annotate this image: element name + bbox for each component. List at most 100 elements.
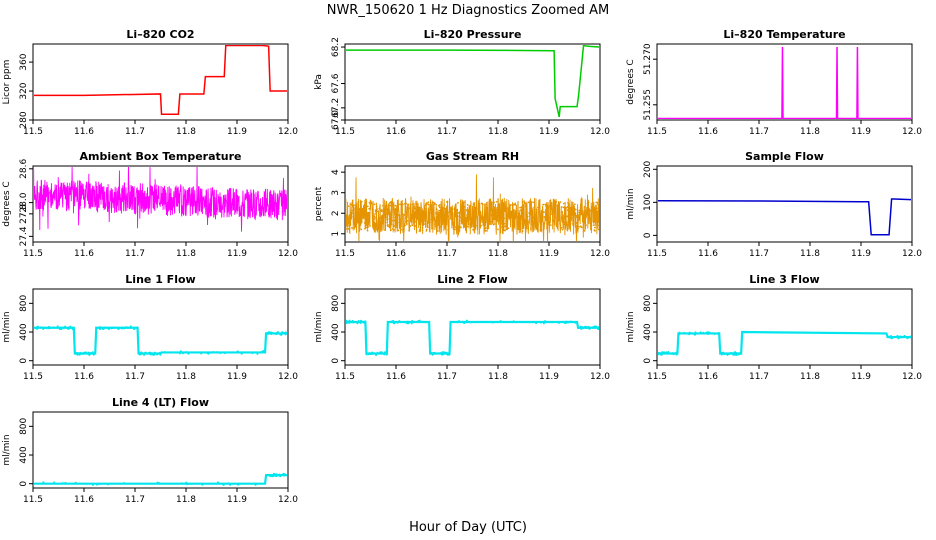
series-point: [466, 225, 469, 228]
series-point: [347, 205, 350, 208]
series-point: [427, 201, 430, 204]
series-line: [658, 47, 911, 119]
series-point: [420, 216, 423, 219]
series-point: [391, 227, 394, 230]
panel-title: Li–820 CO2: [126, 28, 194, 41]
series-point: [537, 206, 539, 209]
x-tick-label: 11.5: [23, 372, 43, 382]
x-tick-label: 11.9: [539, 372, 559, 382]
x-tick-label: 11.5: [647, 372, 667, 382]
x-tick-label: 12.0: [902, 249, 922, 259]
series-point: [366, 205, 369, 208]
series-point: [454, 226, 457, 229]
x-tick-label: 11.6: [698, 127, 718, 137]
y-tick-label: 51.270: [643, 43, 653, 75]
series-point: [393, 229, 396, 231]
series-point: [359, 212, 361, 215]
x-tick-label: 11.7: [437, 372, 457, 382]
series-point: [387, 206, 390, 208]
series-point: [390, 229, 392, 231]
y-tick-label: 400: [331, 323, 341, 340]
series-point: [357, 201, 360, 203]
x-tick-label: 12.0: [902, 127, 922, 137]
panel-3: Li–820 Temperature 11.5 11.6 11.7 11.8 11.9 12…: [626, 28, 922, 137]
y-axis-label: ml/min: [626, 188, 636, 219]
series-point: [418, 230, 421, 232]
series-point: [394, 216, 396, 219]
series-point: [579, 225, 582, 228]
panel-1: Li–820 CO2 11.5 11.6 11.7 11.8 11.9 12.0 280 320…: [2, 28, 298, 137]
x-tick-label: 11.7: [437, 249, 457, 259]
series-point: [553, 207, 556, 210]
series-point: [590, 217, 592, 220]
series-point: [592, 224, 595, 227]
series-point: [376, 210, 379, 213]
x-tick-label: 11.5: [23, 127, 43, 137]
series-point: [456, 212, 459, 215]
x-tick-label: 11.6: [698, 372, 718, 382]
series-point: [382, 204, 384, 207]
series-noise: [658, 331, 911, 356]
series-point: [395, 208, 398, 211]
x-tick-label: 11.9: [227, 495, 247, 505]
series-point: [579, 206, 582, 209]
series-point: [428, 215, 431, 218]
series-point: [472, 228, 474, 231]
series-point: [502, 207, 505, 209]
series-point: [408, 229, 411, 232]
y-axis-label: ml/min: [2, 311, 12, 342]
series-point: [353, 226, 356, 229]
series-point: [484, 227, 487, 230]
series-point: [566, 209, 569, 211]
y-tick-label: 68.2: [331, 37, 341, 57]
x-tick-label: 12.0: [590, 372, 610, 382]
series-point: [583, 206, 586, 208]
series-point: [375, 205, 378, 208]
series-point: [497, 228, 499, 231]
series-point: [514, 202, 517, 205]
series-point: [443, 204, 446, 207]
series-point: [435, 212, 437, 215]
series-point: [449, 217, 452, 220]
series-point: [386, 223, 389, 226]
y-tick-label: 27.4: [19, 226, 29, 246]
x-tick-label: 11.7: [125, 249, 145, 259]
series-point: [560, 227, 563, 229]
series-point: [440, 214, 443, 217]
x-tick-label: 12.0: [902, 372, 922, 382]
series-point: [411, 224, 414, 227]
series-point: [412, 215, 414, 218]
plot-data: [346, 45, 599, 118]
series-point: [531, 223, 534, 226]
series-point: [423, 213, 425, 215]
series-point: [364, 227, 366, 230]
series-point: [546, 208, 549, 211]
series-point: [490, 203, 493, 205]
y-tick-label: 400: [643, 323, 653, 340]
series-point: [562, 202, 565, 205]
series-point: [480, 202, 483, 205]
series-point: [431, 227, 434, 230]
series-point: [471, 220, 473, 223]
series-point: [538, 205, 541, 208]
series-point: [584, 210, 587, 212]
series-point: [463, 221, 466, 224]
series-point: [351, 212, 354, 214]
series-point: [501, 226, 503, 228]
series-line: [34, 167, 287, 232]
panel-8: Line 2 Flow 11.5 11.6 11.7 11.8 11.9 12.0 0 400 8…: [314, 273, 610, 382]
series-point: [519, 206, 522, 209]
series-point: [464, 208, 466, 211]
series-point: [477, 207, 480, 210]
series-point: [578, 209, 581, 212]
series-point: [420, 220, 422, 223]
series-point: [595, 201, 598, 204]
series-point: [348, 223, 351, 225]
x-tick-label: 11.7: [125, 372, 145, 382]
series-point: [451, 208, 454, 211]
series-point: [595, 204, 597, 207]
series-point: [479, 225, 481, 228]
series-point: [378, 207, 381, 210]
series-point: [421, 229, 424, 232]
